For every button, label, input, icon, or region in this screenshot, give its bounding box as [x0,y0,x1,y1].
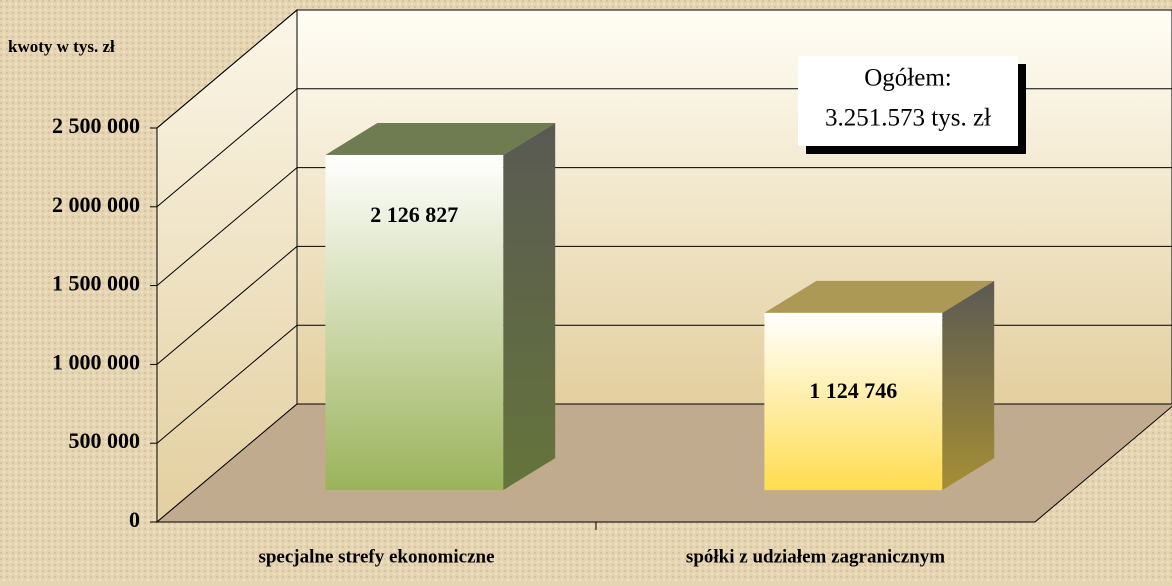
annotation: 3.251.573 tys. zł [825,105,991,132]
x-tick-label: specjalne strefy ekonomiczne [258,546,494,567]
box [798,56,1018,146]
floor [155,403,1172,523]
bar-top [764,280,995,313]
bar [325,154,504,491]
bar-group: 1 124 746 [764,280,995,491]
bar-top [325,122,556,155]
value-label: 2 126 827 [370,202,458,227]
grid-line [156,167,298,286]
bar-group: 2 126 827 [325,122,556,491]
grid-line [156,324,298,444]
grid-line [156,88,298,208]
y-tick-label: 1 500 000 [52,271,140,296]
y-tick-label: 1 000 000 [52,349,140,374]
bar [764,312,943,491]
annotation: Ogółem: [864,65,952,92]
value-label: 1 124 746 [809,378,897,403]
y-tick-label: 2 000 000 [52,192,140,217]
y-tick-label: 0 [129,507,140,532]
annotation-box: Ogółem: 3.251.573 tys. zł [798,56,1026,154]
grid-line [156,246,298,365]
bar-side [942,280,995,491]
y-tick-label: 500 000 [69,428,141,453]
y-axis-label: kwoty w tys. zł [8,37,115,56]
x-tick-label: spółki z udziałem zagranicznym [686,546,945,567]
bar-side [503,122,556,491]
y-tick-label: 2 500 000 [52,113,140,138]
grid-line [156,9,298,129]
